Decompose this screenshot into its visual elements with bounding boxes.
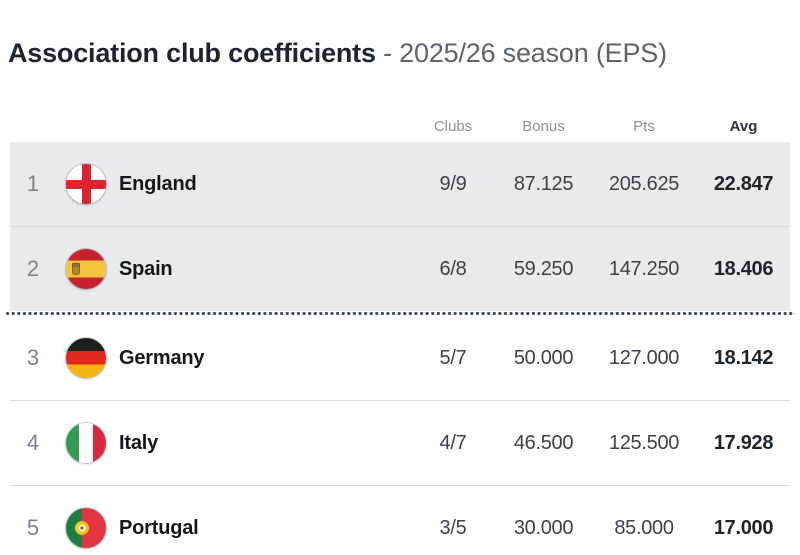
avg-value: 18.142	[713, 346, 774, 369]
row-separator	[10, 226, 790, 227]
rank-number: 1	[26, 171, 40, 196]
rank-number: 3	[26, 345, 40, 370]
rank-number: 4	[26, 430, 40, 455]
flag-spain-icon	[66, 249, 106, 289]
country-name: Germany	[119, 346, 205, 369]
pts-value: 127.000	[608, 346, 680, 369]
table-header-row: Clubs Bonus Pts Avg	[10, 68, 790, 142]
page-title-main: Association club coefficients	[8, 38, 384, 68]
country-name: Spain	[119, 257, 173, 280]
table-row[interactable]: 5 Portugal 3/5 30.000 85.000 17.000	[10, 486, 790, 555]
pts-value: 125.500	[608, 431, 680, 454]
row-separator	[10, 400, 790, 401]
avg-value: 17.000	[713, 516, 774, 539]
clubs-value: 4/7	[439, 431, 467, 454]
country-name: England	[119, 172, 197, 195]
header-pts: Pts	[633, 118, 655, 135]
clubs-value: 5/7	[439, 346, 467, 369]
flag-portugal-icon	[66, 508, 106, 548]
avg-value: 17.928	[713, 431, 774, 454]
page-title-season: - 2025/26 season (EPS)	[383, 38, 667, 68]
rank-number: 2	[26, 256, 40, 281]
table-row[interactable]: 3 Germany 5/7 50.000 127.000 18.142	[10, 316, 790, 400]
table-row[interactable]: 1 England 9/9 87.125 205.625 22.847	[10, 142, 790, 226]
flag-italy-icon	[66, 423, 106, 463]
avg-value: 22.847	[713, 172, 774, 195]
table-row[interactable]: 4 Italy 4/7 46.500 125.500 17.928	[10, 401, 790, 485]
coefficients-table: Clubs Bonus Pts Avg 1 England 9/9 87.125…	[5, 68, 795, 555]
team-cell: Germany	[56, 338, 410, 378]
clubs-value: 6/8	[439, 257, 467, 280]
bonus-value: 59.250	[513, 257, 574, 280]
pts-value: 85.000	[614, 516, 674, 539]
clubs-value: 3/5	[439, 516, 467, 539]
qualified-rows-block: 1 England 9/9 87.125 205.625 22.847 2 Sp…	[10, 142, 790, 311]
bonus-value: 30.000	[513, 516, 574, 539]
flag-germany-icon	[66, 338, 106, 378]
country-name: Portugal	[119, 516, 199, 539]
bonus-value: 50.000	[513, 346, 574, 369]
remaining-rows-block: 3 Germany 5/7 50.000 127.000 18.142 4 It…	[10, 316, 790, 555]
pts-value: 205.625	[608, 172, 680, 195]
table-row[interactable]: 2 Spain 6/8 59.250 147.250 18.406	[10, 227, 790, 311]
country-name: Italy	[119, 431, 159, 454]
flag-england-icon	[66, 164, 106, 204]
bonus-value: 46.500	[513, 431, 574, 454]
header-clubs: Clubs	[433, 118, 473, 135]
header-bonus: Bonus	[522, 118, 565, 135]
team-cell: England	[56, 164, 410, 204]
team-cell: Portugal	[56, 508, 410, 548]
page-title: Association club coefficients - 2025/26 …	[8, 38, 800, 68]
pts-value: 147.250	[608, 257, 680, 280]
team-cell: Italy	[56, 423, 410, 463]
qualification-cutoff-line	[5, 311, 795, 316]
row-separator	[10, 485, 790, 486]
header-avg: Avg	[729, 118, 758, 135]
team-cell: Spain	[56, 249, 410, 289]
clubs-value: 9/9	[439, 172, 467, 195]
bonus-value: 87.125	[513, 172, 574, 195]
rank-number: 5	[26, 515, 40, 540]
avg-value: 18.406	[713, 257, 774, 280]
